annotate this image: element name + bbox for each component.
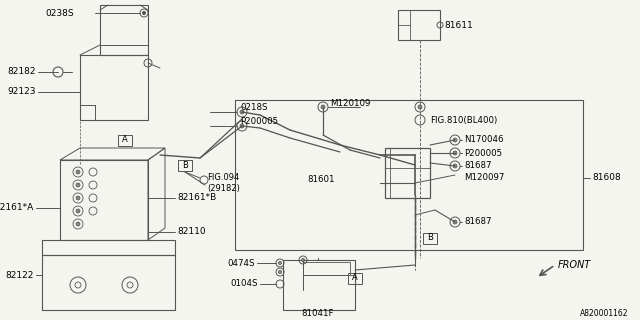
Circle shape xyxy=(76,183,80,187)
Text: FIG.810(BL400): FIG.810(BL400) xyxy=(430,116,497,124)
Text: 81041F: 81041F xyxy=(301,308,334,317)
Circle shape xyxy=(240,110,244,114)
Text: P200005: P200005 xyxy=(240,117,278,126)
Text: A: A xyxy=(352,274,358,283)
Text: 82182: 82182 xyxy=(8,68,36,76)
Text: M120109: M120109 xyxy=(330,99,371,108)
Circle shape xyxy=(76,196,80,200)
Circle shape xyxy=(453,138,457,142)
Text: 81687: 81687 xyxy=(464,162,492,171)
Bar xyxy=(178,159,192,171)
Text: 0474S: 0474S xyxy=(227,259,255,268)
Text: (29182): (29182) xyxy=(207,183,240,193)
Text: FIG.094: FIG.094 xyxy=(207,173,239,182)
Text: 0104S: 0104S xyxy=(230,279,258,289)
Text: 0238S: 0238S xyxy=(45,9,74,18)
Text: M120097: M120097 xyxy=(464,173,504,182)
Text: 81601: 81601 xyxy=(307,175,335,185)
Text: 81608: 81608 xyxy=(592,173,621,182)
Text: FRONT: FRONT xyxy=(558,260,591,270)
Text: 81611: 81611 xyxy=(444,20,473,29)
Text: 92123: 92123 xyxy=(8,87,36,97)
Bar xyxy=(423,233,437,244)
Circle shape xyxy=(143,12,145,14)
Text: 82110: 82110 xyxy=(177,228,205,236)
Circle shape xyxy=(76,222,80,226)
Circle shape xyxy=(240,124,244,128)
Text: P200005: P200005 xyxy=(464,148,502,157)
Bar xyxy=(118,134,132,146)
Text: 82122: 82122 xyxy=(6,270,34,279)
Text: 82161*A: 82161*A xyxy=(0,204,34,212)
Circle shape xyxy=(278,270,282,274)
Circle shape xyxy=(76,209,80,213)
Circle shape xyxy=(301,259,305,261)
Bar xyxy=(348,273,362,284)
Text: A: A xyxy=(122,135,128,145)
Text: A820001162: A820001162 xyxy=(579,308,628,317)
Circle shape xyxy=(278,261,282,265)
Circle shape xyxy=(76,170,80,174)
Text: B: B xyxy=(182,161,188,170)
Text: N170046: N170046 xyxy=(464,135,504,145)
Text: 0218S: 0218S xyxy=(240,103,268,113)
Text: 81687: 81687 xyxy=(464,218,492,227)
Circle shape xyxy=(418,105,422,109)
Circle shape xyxy=(453,164,457,168)
Circle shape xyxy=(453,151,457,155)
Text: B: B xyxy=(427,234,433,243)
Circle shape xyxy=(453,220,457,224)
Text: 82161*B: 82161*B xyxy=(177,194,216,203)
Circle shape xyxy=(321,105,325,109)
